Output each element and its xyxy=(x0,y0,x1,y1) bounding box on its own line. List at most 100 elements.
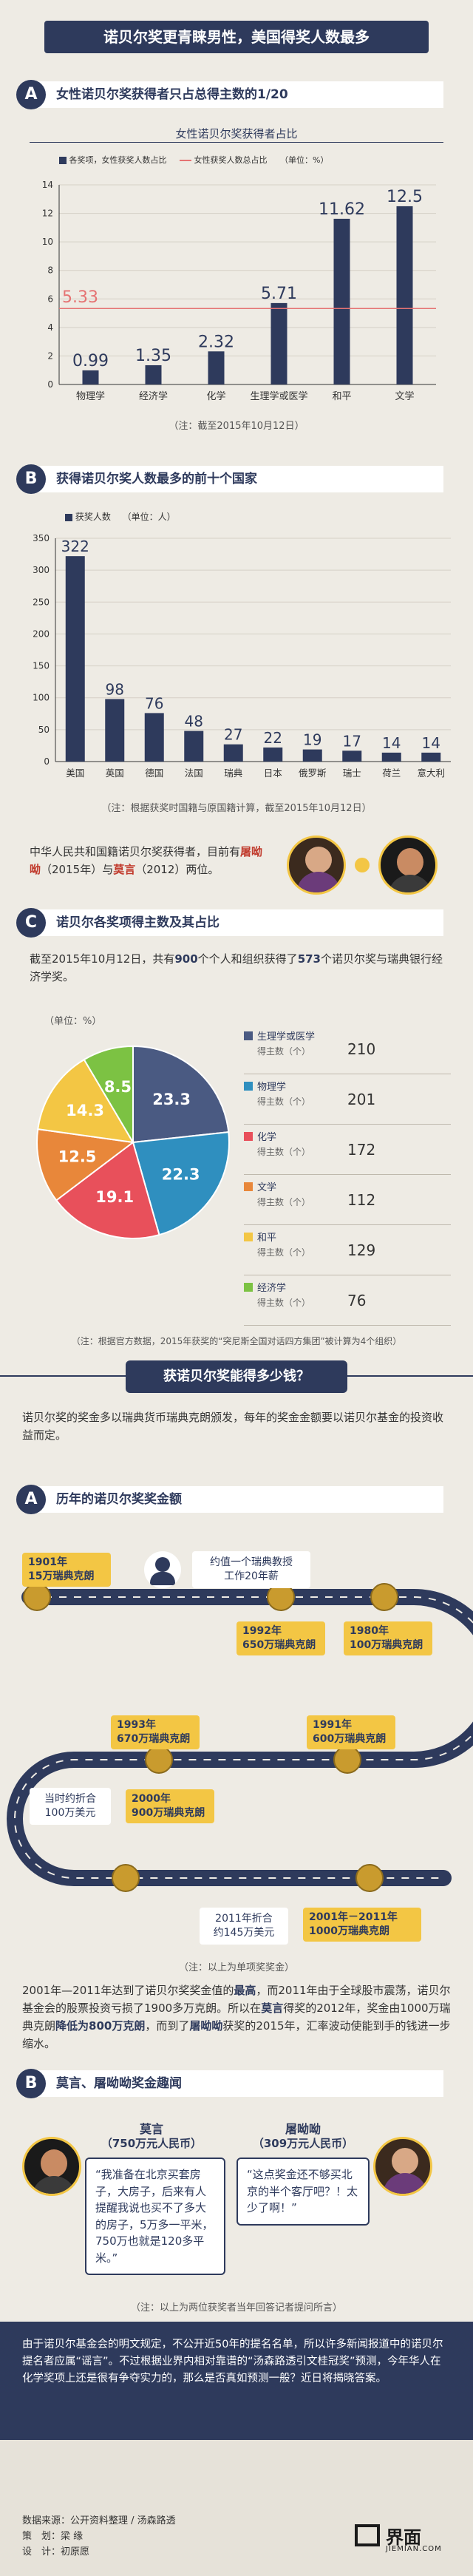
x-tick-b: 法国 xyxy=(185,767,203,779)
pie-legend-item: 物理学 得主数（个） 201 xyxy=(244,1074,451,1125)
chart-a-title: 女性诺贝尔奖获得者占比 xyxy=(175,127,298,140)
section-a-title: 女性诺贝尔奖获得者只占总得主数的1/20 xyxy=(56,87,288,102)
bar-value-a: 2.32 xyxy=(198,333,234,351)
legend-category: 文学 xyxy=(257,1182,277,1193)
x-tick-b: 美国 xyxy=(66,767,84,779)
legend-category: 物理学 xyxy=(257,1082,287,1093)
mo-yan-quote: “我准备在北京买套房子，大房子，后来有人提醒我说也买不了多大的房子，5万多一平米… xyxy=(85,2158,225,2275)
timeline-2001-2011: 2001年－2011年 1000万瑞典克朗 xyxy=(303,1908,421,1942)
bar-value-a: 12.5 xyxy=(387,188,423,206)
china-text-3: （2012）两位。 xyxy=(135,863,220,876)
bar-a xyxy=(82,370,99,384)
section-b-bar xyxy=(30,466,443,492)
pie-slice-label: 22.3 xyxy=(162,1166,200,1184)
timeline-2000: 2000年 900万瑞典克朗 xyxy=(126,1789,214,1823)
footer-source: 数据来源：公开资料整理 / 汤森路透 xyxy=(22,2515,176,2526)
dot-separator xyxy=(355,858,370,872)
footer-credits: 数据来源：公开资料整理 / 汤森路透 策 划：梁 缘 设 计：初原愿 xyxy=(22,2514,176,2560)
y-tick-a: 10 xyxy=(42,237,53,247)
bar-b xyxy=(421,752,441,762)
x-tick-a: 物理学 xyxy=(76,390,105,402)
bar-b xyxy=(223,744,243,762)
legend-category: 经济学 xyxy=(257,1283,287,1294)
portrait-body-shape xyxy=(388,875,432,892)
bar-value-b: 22 xyxy=(264,729,282,747)
y-tick-b: 250 xyxy=(33,597,50,607)
pie-legend-item: 化学 得主数（个） 172 xyxy=(244,1125,451,1175)
intro-text-1: 截至2015年10月12日，共有 xyxy=(30,952,175,966)
y-tick-a: 6 xyxy=(47,294,53,304)
intro-text-3: 个诺贝尔奖与瑞典银行经济学奖。 xyxy=(30,952,443,983)
mo-yan-portrait xyxy=(378,835,438,895)
legend-count: 129 xyxy=(347,1241,376,1259)
y-tick-a: 2 xyxy=(47,350,53,361)
chart-b-legend: 获奖人数 （单位：人） xyxy=(65,510,176,523)
china-text-1: 中华人民共和国籍诺贝尔奖获得者，目前有 xyxy=(30,845,241,858)
chart-b-svg: 0 50 100 150 200 250 300 350 322 美国 98 英国 76 德国 48 法国 27… xyxy=(33,533,451,779)
bar-a xyxy=(396,206,413,384)
footer-planner: 策 划：梁 缘 xyxy=(22,2530,84,2542)
mo-yan-amount: （750万元人民币） xyxy=(101,2137,203,2150)
para-text-4: ，而到了 xyxy=(145,2019,190,2033)
legend-swatch xyxy=(244,1132,253,1141)
timeline-1993: 1993年 670万瑞典克朗 xyxy=(111,1715,200,1749)
x-tick-b: 瑞士 xyxy=(343,767,361,779)
pie-legend: 生理学或医学 得主数（个） 210 物理学 得主数（个） 201 化学 得主数（个） 172 文学… xyxy=(244,1024,451,1326)
timeline-1980: 1980年 100万瑞典克朗 xyxy=(344,1621,432,1655)
y-tick-b: 0 xyxy=(44,756,50,767)
para-hl-2: 莫言 xyxy=(261,2002,284,2015)
intro-text-2: 个个人和组织获得了 xyxy=(197,952,298,966)
y-tick-a: 8 xyxy=(47,265,53,276)
timeline-road xyxy=(7,1583,473,1892)
chart-a-legend: 各奖项，女性获奖人数占比 女性获奖人数总占比 （单位：%） xyxy=(59,154,328,166)
y-tick-b: 50 xyxy=(38,725,50,735)
pie-slice-label: 14.3 xyxy=(66,1102,104,1119)
tu-youyou-portrait xyxy=(287,835,346,895)
x-tick-a: 和平 xyxy=(332,391,351,402)
pie-legend-item: 和平 得主数（个） 129 xyxy=(244,1225,451,1275)
portrait-face-shape xyxy=(305,847,332,873)
portrait-body-shape xyxy=(383,2173,427,2194)
legend-b-swatch xyxy=(65,513,72,521)
chart-a-unit: （单位：%） xyxy=(280,155,329,165)
bar-value-b: 19 xyxy=(303,731,321,749)
bar-a xyxy=(208,351,225,384)
timeline-1992: 1992年 650万瑞典克朗 xyxy=(236,1621,325,1655)
legend-count: 172 xyxy=(347,1141,376,1159)
bar-b xyxy=(342,750,362,762)
chart-a-title-rule xyxy=(30,142,443,143)
para-text-1: 2001年—2011年达到了诺贝尔奖奖金值的 xyxy=(22,1984,234,1997)
timeline-2011-note: 2011年折合 约145万美元 xyxy=(200,1908,288,1945)
legend-swatch xyxy=(244,1233,253,1241)
bar-b xyxy=(65,556,85,762)
legend-count: 201 xyxy=(347,1091,376,1108)
para-hl-4: 屠呦呦 xyxy=(189,2019,223,2033)
timeline-1991: 1991年 600万瑞典克朗 xyxy=(307,1715,395,1749)
timeline-note: （注：以上为单项奖奖金） xyxy=(178,1962,294,1973)
legend-line-label: 女性获奖人数总占比 xyxy=(194,155,268,165)
legend-line-swatch xyxy=(180,160,191,161)
coin-1991 xyxy=(333,1746,361,1774)
section-a-badge: A xyxy=(16,80,46,109)
pie-legend-item: 文学 得主数（个） 112 xyxy=(244,1175,451,1225)
bar-value-a: 5.71 xyxy=(261,285,297,303)
pie-legend-item: 经济学 得主数（个） 76 xyxy=(244,1275,451,1326)
pie-slice-label: 23.3 xyxy=(152,1091,191,1108)
y-tick-b: 150 xyxy=(33,661,50,671)
para-text-5: 获奖的2015年，汇率波动使能到手的钱进一步缩水。 xyxy=(22,2019,451,2050)
tu-youyou-quote: “这点奖金还不够买北京的半个客厅吧？！太少了啊！” xyxy=(236,2158,370,2226)
coin-1901 xyxy=(23,1583,51,1611)
legend-bar-swatch xyxy=(59,157,67,164)
x-tick-b: 日本 xyxy=(264,767,283,779)
tu-youyou-name: 屠呦呦 xyxy=(285,2122,321,2136)
quotes-bar xyxy=(30,2070,443,2097)
pie-slice-label: 8.5 xyxy=(104,1078,132,1096)
legend-b-label: 获奖人数 xyxy=(75,512,111,522)
bar-b xyxy=(263,748,283,762)
para-hl-3: 降低为800万克朗 xyxy=(55,2019,146,2033)
y-tick-b: 300 xyxy=(33,565,50,575)
portrait-face-shape xyxy=(397,848,423,876)
intro-num-2: 573 xyxy=(297,952,321,966)
legend-bar-label: 各奖项，女性获奖人数占比 xyxy=(69,155,167,165)
x-tick-a: 生理学或医学 xyxy=(250,390,307,402)
